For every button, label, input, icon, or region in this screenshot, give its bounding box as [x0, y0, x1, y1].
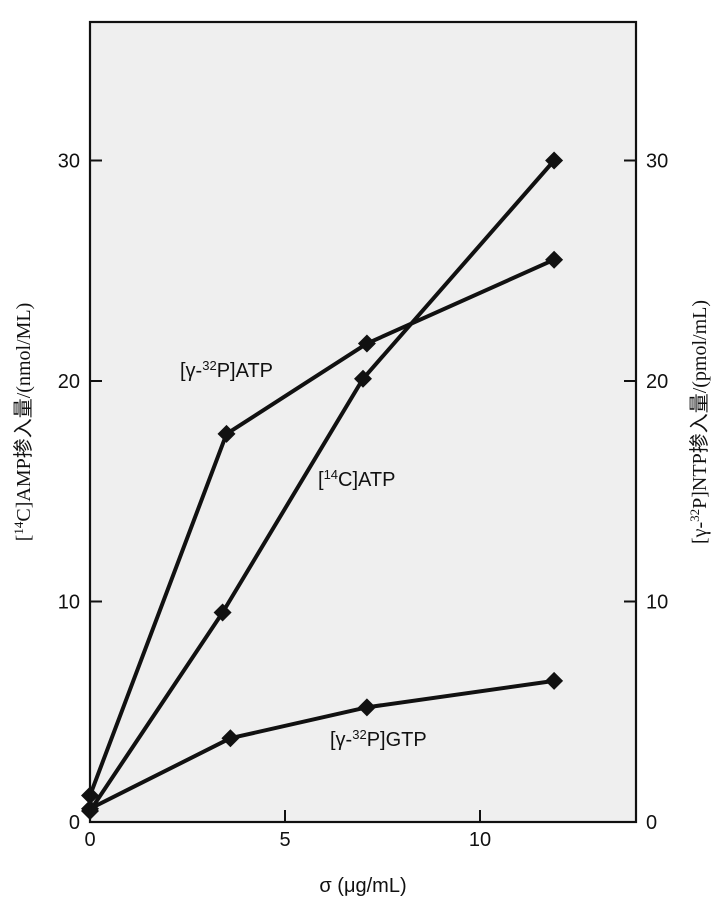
data-point: [545, 151, 564, 170]
plot-frame: [88, 20, 638, 824]
right-y-tick-label: 30: [646, 151, 668, 173]
data-point: [354, 369, 372, 388]
left-y-tick-label: 0: [69, 812, 80, 834]
axes: 0 5 10 0 10 20 30 0 10 20 30: [58, 151, 669, 852]
x-tick-label: 10: [469, 829, 491, 851]
plot-marks: [81, 151, 564, 820]
series-label-1: [γ-32P]ATP: [180, 358, 273, 383]
left-y-tick-label: 30: [58, 151, 80, 173]
left-y-axis-label: [14C]AMP掺入量/(nmol/ML): [11, 303, 36, 542]
right-y-axis-label: [γ-32P]NTP掺入量/(pmol/mL): [687, 300, 712, 544]
x-tick-label: 0: [84, 829, 95, 851]
left-y-tick-label: 20: [58, 371, 80, 393]
plot-area: [90, 22, 636, 822]
right-y-tick-label: 0: [646, 812, 657, 834]
data-point: [357, 698, 376, 717]
x-axis-label: σ (μg/mL): [319, 875, 406, 897]
series-line-2: [88, 159, 556, 813]
data-point: [213, 603, 232, 622]
data-point: [357, 334, 376, 353]
data-point: [221, 729, 240, 748]
series-line-3: [89, 678, 555, 811]
right-y-tick-label: 10: [646, 592, 668, 614]
series-lines: [88, 159, 556, 813]
data-point: [545, 250, 564, 269]
series-markers: [81, 151, 564, 820]
series-labels: [γ-32P]ATP [14C]ATP [γ-32P]GTP: [180, 358, 427, 752]
series-label-3: [γ-32P]GTP: [330, 727, 427, 752]
x-tick-label: 5: [279, 829, 290, 851]
left-y-tick-label: 10: [58, 592, 80, 614]
series-line-1: [88, 257, 555, 797]
right-y-tick-label: 20: [646, 371, 668, 393]
series-label-2: [14C]ATP: [318, 467, 395, 492]
data-point: [217, 424, 236, 443]
data-point: [545, 671, 564, 690]
